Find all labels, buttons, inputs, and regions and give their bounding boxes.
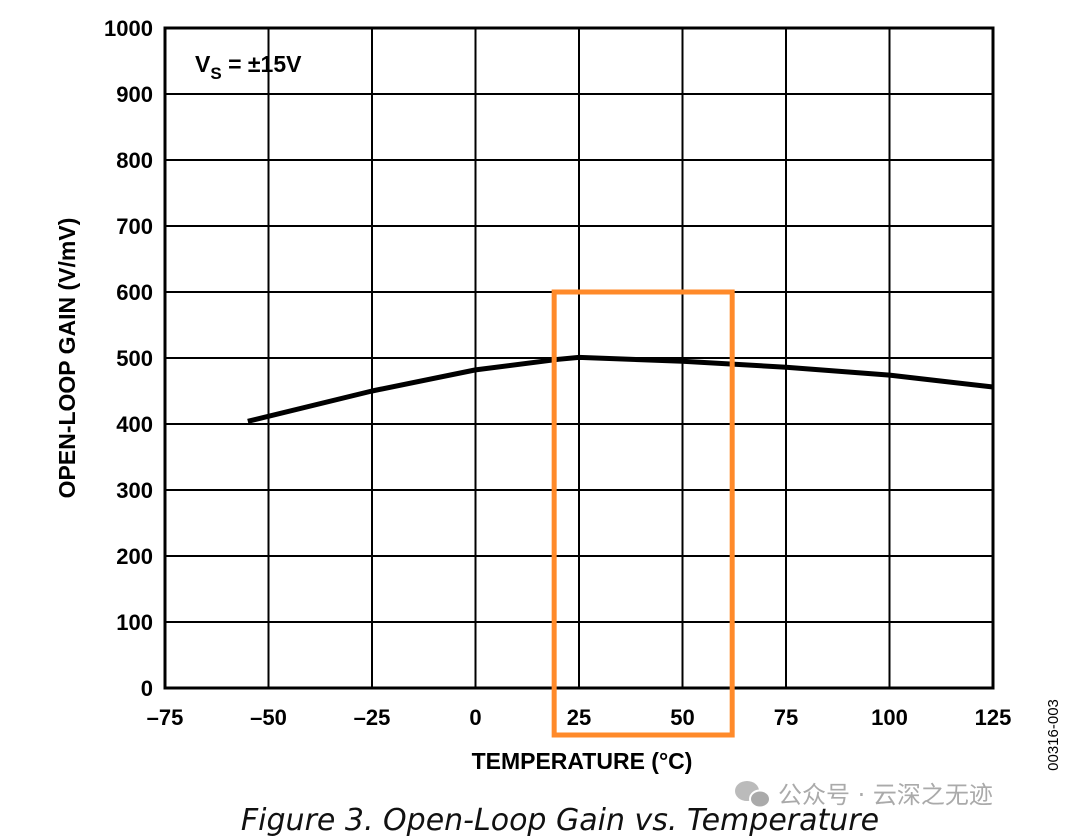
y-tick-label: 400 (116, 412, 153, 437)
y-tick-label: 0 (141, 676, 153, 701)
x-tick-label: –50 (250, 705, 287, 730)
y-tick-label: 500 (116, 346, 153, 371)
x-tick-label: 125 (975, 705, 1012, 730)
x-axis-label: TEMPERATURE (°C) (472, 748, 693, 774)
grid (164, 27, 994, 689)
wechat-icon (735, 781, 771, 809)
supply-annotation: VS = ±15V (195, 51, 302, 83)
figure-caption: Figure 3. Open-Loop Gain vs. Temperature (241, 803, 879, 838)
y-tick-label: 300 (116, 478, 153, 503)
y-tick-label: 1000 (104, 16, 153, 41)
x-tick-label: 100 (871, 705, 908, 730)
x-tick-label: –25 (354, 705, 391, 730)
x-tick-label: 75 (774, 705, 798, 730)
y-tick-labels: 0 100 200 300 400 500 600 700 800 900 1000 (104, 16, 153, 701)
y-tick-label: 800 (116, 148, 153, 173)
series-line-open-loop-gain (247, 354, 994, 424)
y-axis-label: OPEN-LOOP GAIN (V/mV) (54, 218, 80, 499)
watermark: 公众号 · 云深之无迹 (778, 781, 993, 809)
y-tick-label: 100 (116, 610, 153, 635)
x-tick-label: 25 (567, 705, 591, 730)
y-tick-label: 900 (116, 82, 153, 107)
y-tick-label: 200 (116, 544, 153, 569)
figure-id: 00316-003 (1045, 699, 1062, 771)
x-tick-labels: –75 –50 –25 0 25 50 75 100 125 (147, 705, 1012, 730)
x-tick-label: –75 (147, 705, 184, 730)
y-tick-label: 700 (116, 214, 153, 239)
highlight-box (551, 289, 735, 738)
x-tick-label: 0 (469, 705, 481, 730)
plot-frame (163, 26, 995, 690)
y-tick-label: 600 (116, 280, 153, 305)
x-tick-label: 50 (670, 705, 694, 730)
